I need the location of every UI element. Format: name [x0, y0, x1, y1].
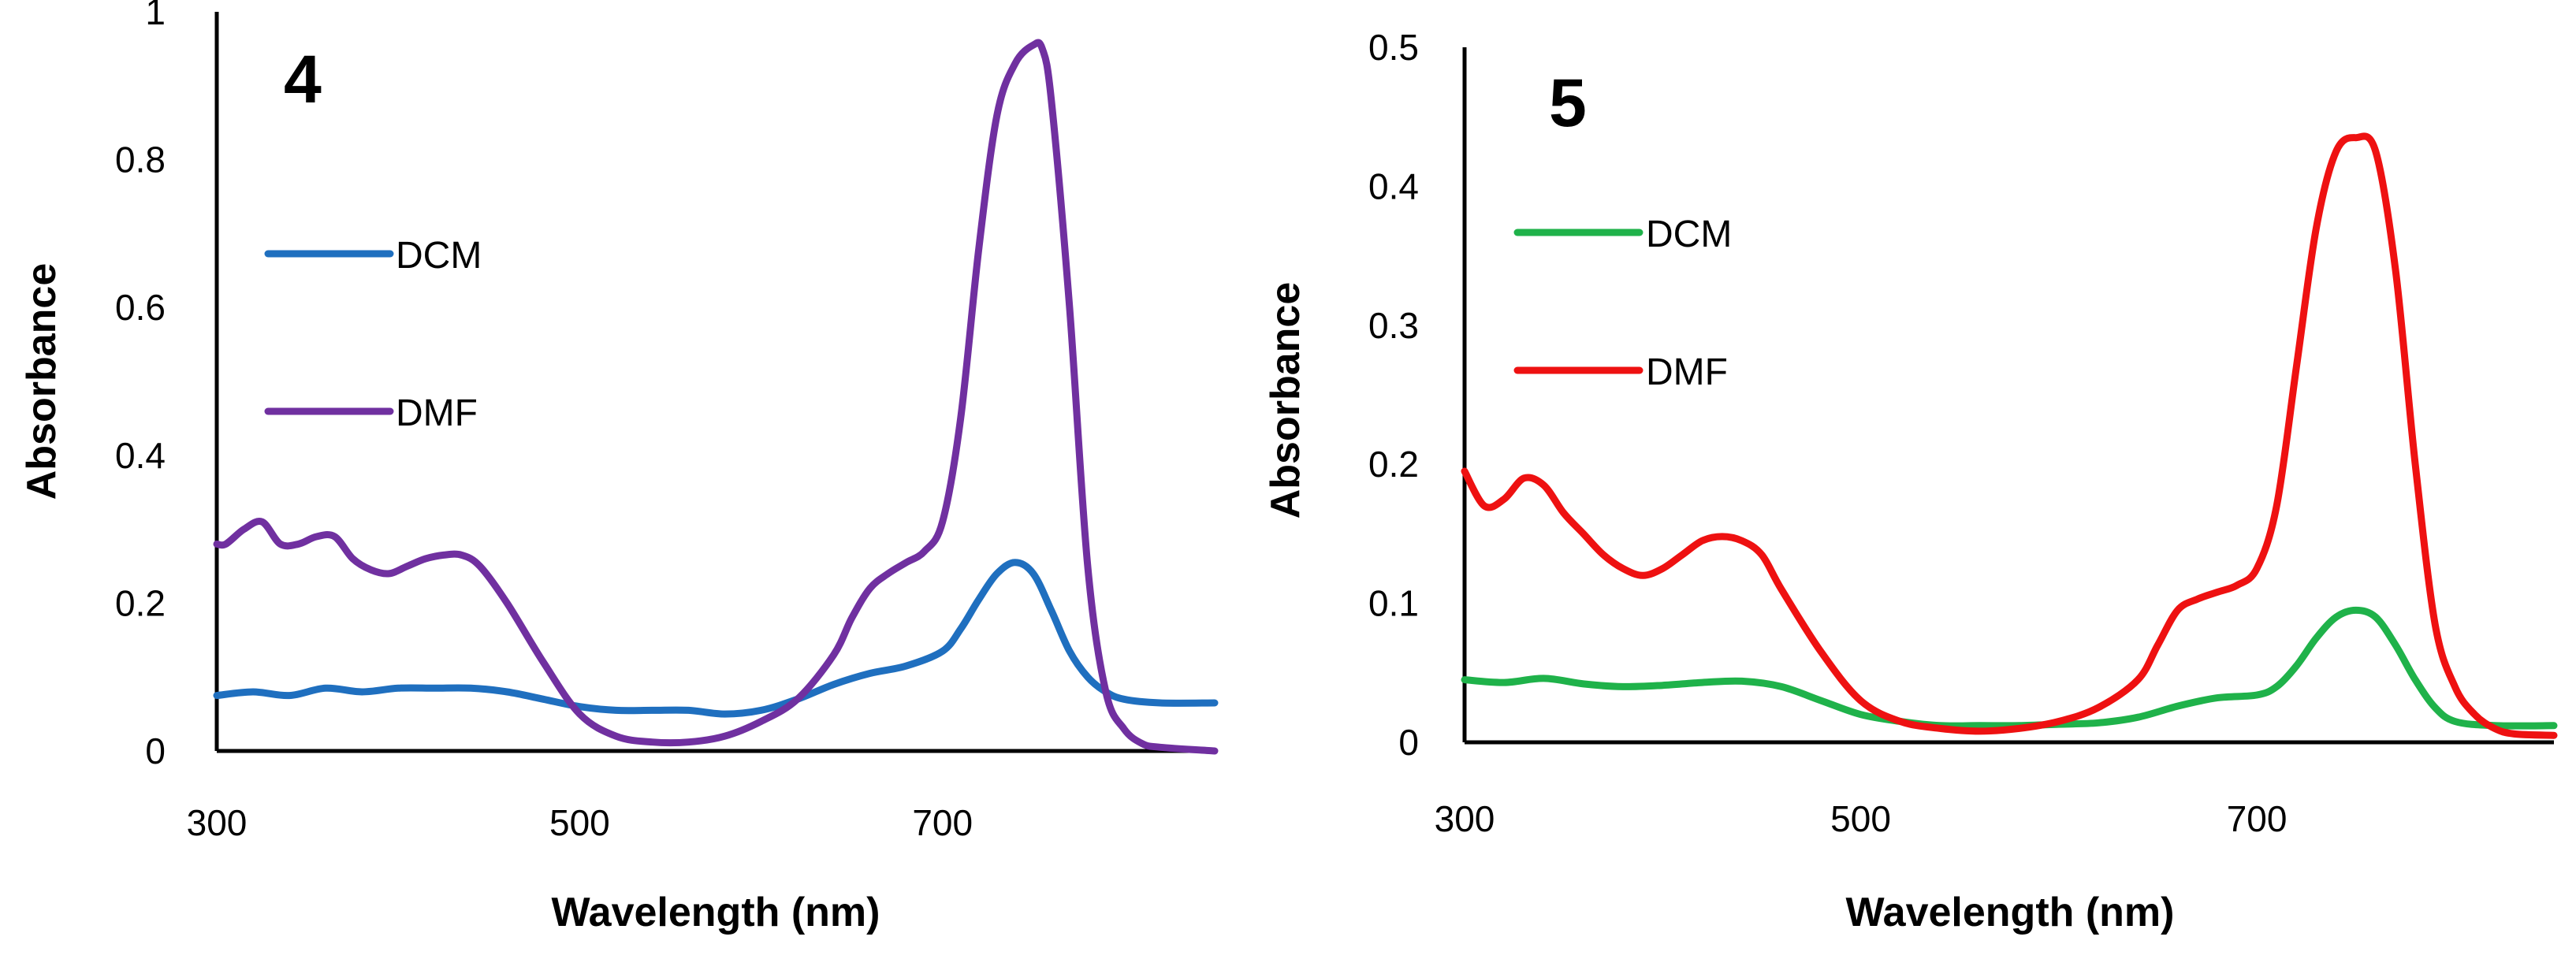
chart-panel-5: 0 0.1 0.2 0.3 0.4 0.5 300 500 700 5 Wavelength …	[1263, 27, 2558, 935]
series-line-dcm	[1461, 606, 2558, 730]
legend: DCM DMF	[1513, 214, 1732, 393]
panel-label: 4	[284, 42, 322, 117]
y-axis-title: Absorbance	[19, 263, 65, 500]
series-line-dcm	[213, 559, 1219, 718]
y-axis-title: Absorbance	[1263, 282, 1308, 519]
series-line-dmf	[213, 39, 1219, 755]
x-tick-label: 500	[549, 802, 610, 843]
y-tick-label: 0.8	[115, 139, 166, 180]
y-tick-labels: 0 0.2 0.4 0.6 0.8 1	[115, 0, 166, 771]
x-tick-label: 300	[187, 802, 248, 843]
x-tick-labels: 300 500 700	[187, 802, 973, 843]
x-axis-title: Wavelength (nm)	[552, 890, 880, 935]
y-tick-label: 1	[145, 0, 166, 32]
y-tick-label: 0	[1398, 722, 1419, 763]
series-line-dmf	[1461, 132, 2558, 739]
y-tick-label: 0.6	[115, 287, 166, 328]
x-axis-title: Wavelength (nm)	[1846, 890, 2175, 935]
y-tick-label: 0.4	[1368, 165, 1419, 206]
x-tick-labels: 300 500 700	[1435, 798, 2288, 839]
y-tick-label: 0.3	[1368, 305, 1419, 346]
legend-label-dmf: DMF	[396, 392, 478, 434]
x-tick-label: 700	[2227, 798, 2288, 839]
y-tick-label: 0.2	[1368, 444, 1419, 485]
legend-label-dcm: DCM	[1646, 214, 1732, 255]
x-tick-label: 700	[912, 802, 973, 843]
series-lines	[1461, 132, 2558, 739]
legend-label-dcm: DCM	[396, 235, 482, 277]
y-tick-label: 0.2	[115, 582, 166, 623]
x-tick-label: 300	[1435, 798, 1495, 839]
legend-label-dmf: DMF	[1646, 351, 1728, 393]
x-tick-label: 500	[1830, 798, 1891, 839]
chart-panel-4: 0 0.2 0.4 0.6 0.8 1 300 500 700 4 Wavelength (n…	[19, 0, 1219, 935]
y-tick-label: 0.1	[1368, 583, 1419, 624]
y-tick-label: 0	[145, 730, 166, 771]
y-tick-labels: 0 0.1 0.2 0.3 0.4 0.5	[1368, 27, 1419, 763]
y-tick-label: 0.5	[1368, 27, 1419, 68]
panel-label: 5	[1549, 65, 1587, 141]
y-tick-label: 0.4	[115, 435, 166, 476]
legend: DCM DMF	[264, 235, 482, 434]
series-lines	[213, 39, 1219, 755]
